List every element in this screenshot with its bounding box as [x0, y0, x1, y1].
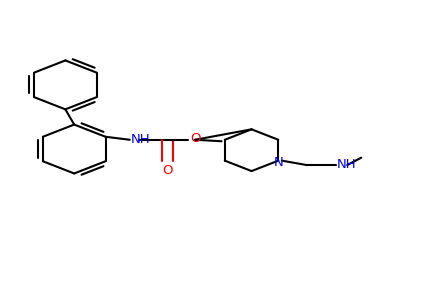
Text: O: O [190, 132, 200, 145]
Text: NH: NH [337, 158, 357, 171]
Text: O: O [162, 164, 173, 177]
Text: N: N [274, 156, 283, 169]
Text: NH: NH [131, 133, 151, 146]
